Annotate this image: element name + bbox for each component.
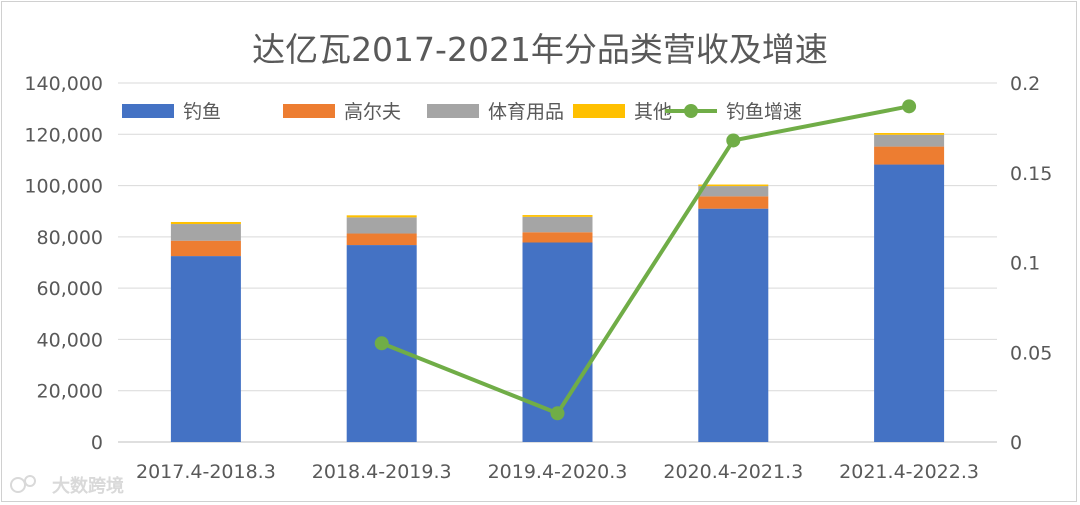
bar-segment xyxy=(170,224,241,241)
legend-label: 高尔夫 xyxy=(344,101,401,123)
y-tick-label: 40,000 xyxy=(37,329,103,351)
legend-swatch xyxy=(573,104,625,118)
bar-segment xyxy=(698,196,769,209)
x-tick-label: 2017.4-2018.3 xyxy=(136,461,276,483)
x-tick-label: 2018.4-2019.3 xyxy=(312,461,452,483)
watermark: 大数跨境 xyxy=(10,475,124,497)
legend-swatch xyxy=(283,104,335,118)
line-point xyxy=(902,99,917,114)
y-tick-label: 120,000 xyxy=(24,124,103,146)
bar-segment xyxy=(522,232,593,243)
legend-label: 钓鱼增速 xyxy=(726,101,802,123)
bar-segment xyxy=(874,133,945,135)
watermark-text: 大数跨境 xyxy=(52,475,124,497)
bar-segment xyxy=(346,233,417,246)
bar-segment xyxy=(698,184,769,187)
y-tick-label: 60,000 xyxy=(37,278,103,300)
y-tick-label: 20,000 xyxy=(37,381,103,403)
y-tick-label: 140,000 xyxy=(24,73,103,95)
y2-tick-label: 0.05 xyxy=(1010,342,1052,364)
x-tick-label: 2019.4-2020.3 xyxy=(488,461,628,483)
bar-segment xyxy=(874,164,945,442)
gridlines xyxy=(118,82,997,443)
bar-segment xyxy=(874,134,945,147)
bar-segment xyxy=(874,146,945,165)
y2-tick-label: 0 xyxy=(1010,432,1022,454)
bar-segment xyxy=(698,208,769,442)
brand-logo-icon xyxy=(10,475,36,493)
bar-segment xyxy=(170,240,241,257)
legend-swatch xyxy=(122,104,174,118)
x-tick-label: 2020.4-2021.3 xyxy=(663,461,803,483)
bar-segment xyxy=(698,186,769,197)
bar-segment xyxy=(170,256,241,442)
x-axis: 2017.4-2018.3 2018.4-2019.3 2019.4-2020.3 2… xyxy=(136,461,979,483)
y2-tick-label: 0.1 xyxy=(1010,253,1040,275)
legend-swatch xyxy=(427,104,479,118)
line-point xyxy=(374,336,389,351)
bar-series xyxy=(170,133,945,442)
y2-tick-label: 0.15 xyxy=(1010,163,1052,185)
y-tick-label: 100,000 xyxy=(24,176,103,198)
bar-segment xyxy=(522,216,593,233)
bar-segment xyxy=(522,215,593,217)
line-point xyxy=(726,133,741,148)
y-tick-label: 80,000 xyxy=(37,227,103,249)
growth-line xyxy=(380,104,910,416)
y-axis-right: 0 0.05 0.1 0.15 0.2 xyxy=(1010,73,1052,454)
y2-tick-label: 0.2 xyxy=(1010,73,1040,95)
bar-segment xyxy=(346,217,417,234)
legend-label: 其他 xyxy=(634,101,672,123)
bar-segment xyxy=(346,215,417,218)
y-tick-label: 0 xyxy=(91,432,103,454)
x-tick-label: 2021.4-2022.3 xyxy=(839,461,979,483)
legend-marker xyxy=(684,104,698,118)
bar-segment xyxy=(170,221,241,225)
line-point xyxy=(550,406,565,421)
legend: 钓鱼 高尔夫 体育用品 其他 钓鱼增速 xyxy=(122,101,802,123)
line-series xyxy=(374,99,917,421)
chart-title: 达亿瓦2017-2021年分品类营收及增速 xyxy=(252,30,828,69)
legend-label: 体育用品 xyxy=(488,101,564,123)
y-axis-left: 0 20,000 40,000 60,000 80,000 100,000 120,000 1… xyxy=(24,73,103,454)
legend-label: 钓鱼 xyxy=(183,101,221,123)
